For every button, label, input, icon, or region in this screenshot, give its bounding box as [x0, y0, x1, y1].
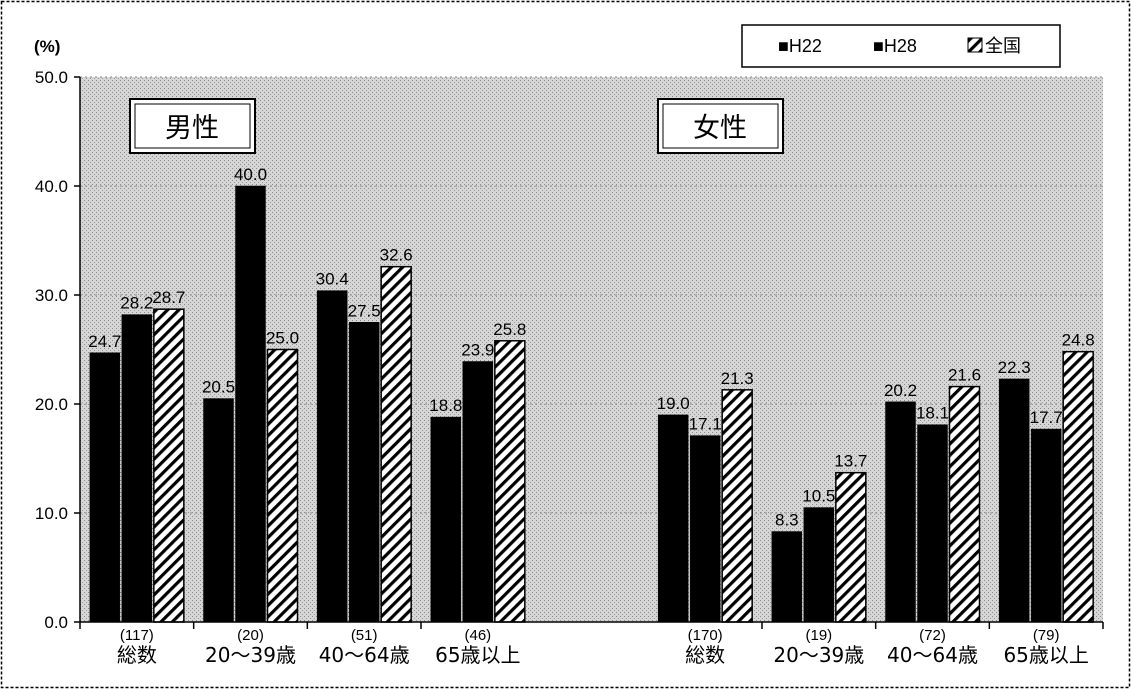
y-tick-label: 50.0 — [35, 68, 68, 87]
legend-box — [741, 24, 1061, 68]
data-label: 32.6 — [380, 246, 413, 265]
data-label: 17.1 — [689, 415, 722, 434]
category-count: (72) — [919, 627, 946, 644]
bar-national — [721, 389, 753, 623]
bars — [89, 185, 1094, 623]
bar-h28 — [689, 435, 721, 623]
legend: ■H22 ■H28 全国 — [741, 24, 1061, 68]
data-label: 18.1 — [916, 404, 949, 423]
bar-h22 — [430, 416, 462, 623]
y-tick-label: 40.0 — [35, 177, 68, 196]
category-count: (19) — [805, 627, 832, 644]
data-label: 17.7 — [1030, 408, 1063, 427]
bar-h28 — [917, 424, 948, 623]
data-label: 8.3 — [775, 511, 799, 530]
bar-national — [380, 265, 412, 623]
bar-national — [153, 308, 185, 623]
category-label: 40～64歳 — [887, 643, 978, 667]
category-label: 65歳以上 — [435, 643, 520, 667]
data-label: 13.7 — [834, 452, 867, 471]
panel-label-male-text: 男性 — [165, 113, 219, 144]
data-label: 27.5 — [348, 301, 381, 320]
y-unit-label: (%) — [34, 37, 60, 56]
data-label: 21.6 — [948, 366, 981, 385]
bar-national — [948, 385, 981, 623]
category-label: 総数 — [117, 643, 157, 667]
data-label: 10.5 — [802, 487, 835, 506]
category-count: (46) — [464, 627, 491, 644]
panel-label-female-text: 女性 — [693, 113, 747, 144]
category-label: 20～39歳 — [205, 643, 296, 667]
bar-national — [1062, 350, 1094, 623]
y-tick-label: 30.0 — [35, 286, 68, 305]
data-label: 21.3 — [721, 369, 754, 388]
data-label: 23.9 — [461, 340, 494, 359]
data-label: 25.0 — [266, 329, 299, 348]
bar-h28 — [348, 322, 380, 623]
category-count: (170) — [688, 627, 723, 644]
y-tick-label: 0.0 — [44, 613, 68, 632]
data-label: 22.3 — [998, 358, 1031, 377]
bar-national — [494, 340, 526, 623]
axes: 50.040.030.020.010.00.0(117)総数(20)20～39歳… — [35, 68, 1104, 667]
data-label: 40.0 — [234, 165, 267, 184]
category-label: 65歳以上 — [1003, 643, 1088, 667]
bar-h22 — [89, 352, 121, 623]
data-label: 18.8 — [429, 396, 462, 415]
data-label: 28.2 — [120, 294, 153, 313]
category-count: (79) — [1033, 627, 1060, 644]
data-label: 24.7 — [88, 332, 121, 351]
y-tick-label: 20.0 — [35, 395, 68, 414]
data-label: 30.4 — [316, 270, 349, 289]
legend-swatch-national — [967, 37, 983, 53]
bar-h28 — [462, 361, 494, 623]
category-count: (117) — [120, 627, 154, 644]
bar-h22 — [316, 290, 348, 623]
data-label: 20.5 — [202, 378, 235, 397]
category-label: 総数 — [685, 643, 725, 667]
bar-h22 — [657, 414, 689, 623]
bar-h28 — [803, 507, 835, 623]
bar-h28 — [1030, 428, 1062, 623]
bar-h22 — [998, 378, 1030, 623]
category-label: 20～39歳 — [773, 643, 864, 667]
data-label: 19.0 — [657, 394, 690, 413]
data-label: 28.7 — [152, 288, 185, 307]
data-label: 20.2 — [884, 381, 917, 400]
data-label: 24.8 — [1062, 331, 1095, 350]
bar-h22 — [203, 398, 234, 623]
category-count: (20) — [237, 627, 264, 644]
bar-h22 — [885, 401, 916, 623]
category-label: 40～64歳 — [319, 643, 410, 667]
bar-h28 — [121, 314, 153, 623]
data-label: 25.8 — [493, 320, 526, 339]
panel-label-female: 女性 — [657, 98, 784, 154]
bar-h28 — [235, 185, 266, 623]
data-labels: 24.7 28.228.7 20.5 40.0 25.0 30.4 27.5 32.6 18.8… — [88, 165, 1094, 530]
legend-item-h22: ■H22 — [778, 36, 822, 56]
bar-h22 — [771, 531, 803, 623]
bar-national — [266, 348, 299, 623]
category-count: (51) — [351, 627, 378, 644]
legend-item-national: 全国 — [985, 36, 1021, 56]
bar-national — [835, 471, 867, 623]
legend-item-h28: ■H28 — [873, 36, 917, 56]
y-tick-label: 10.0 — [35, 504, 68, 523]
panel-label-male: 男性 — [129, 98, 256, 154]
